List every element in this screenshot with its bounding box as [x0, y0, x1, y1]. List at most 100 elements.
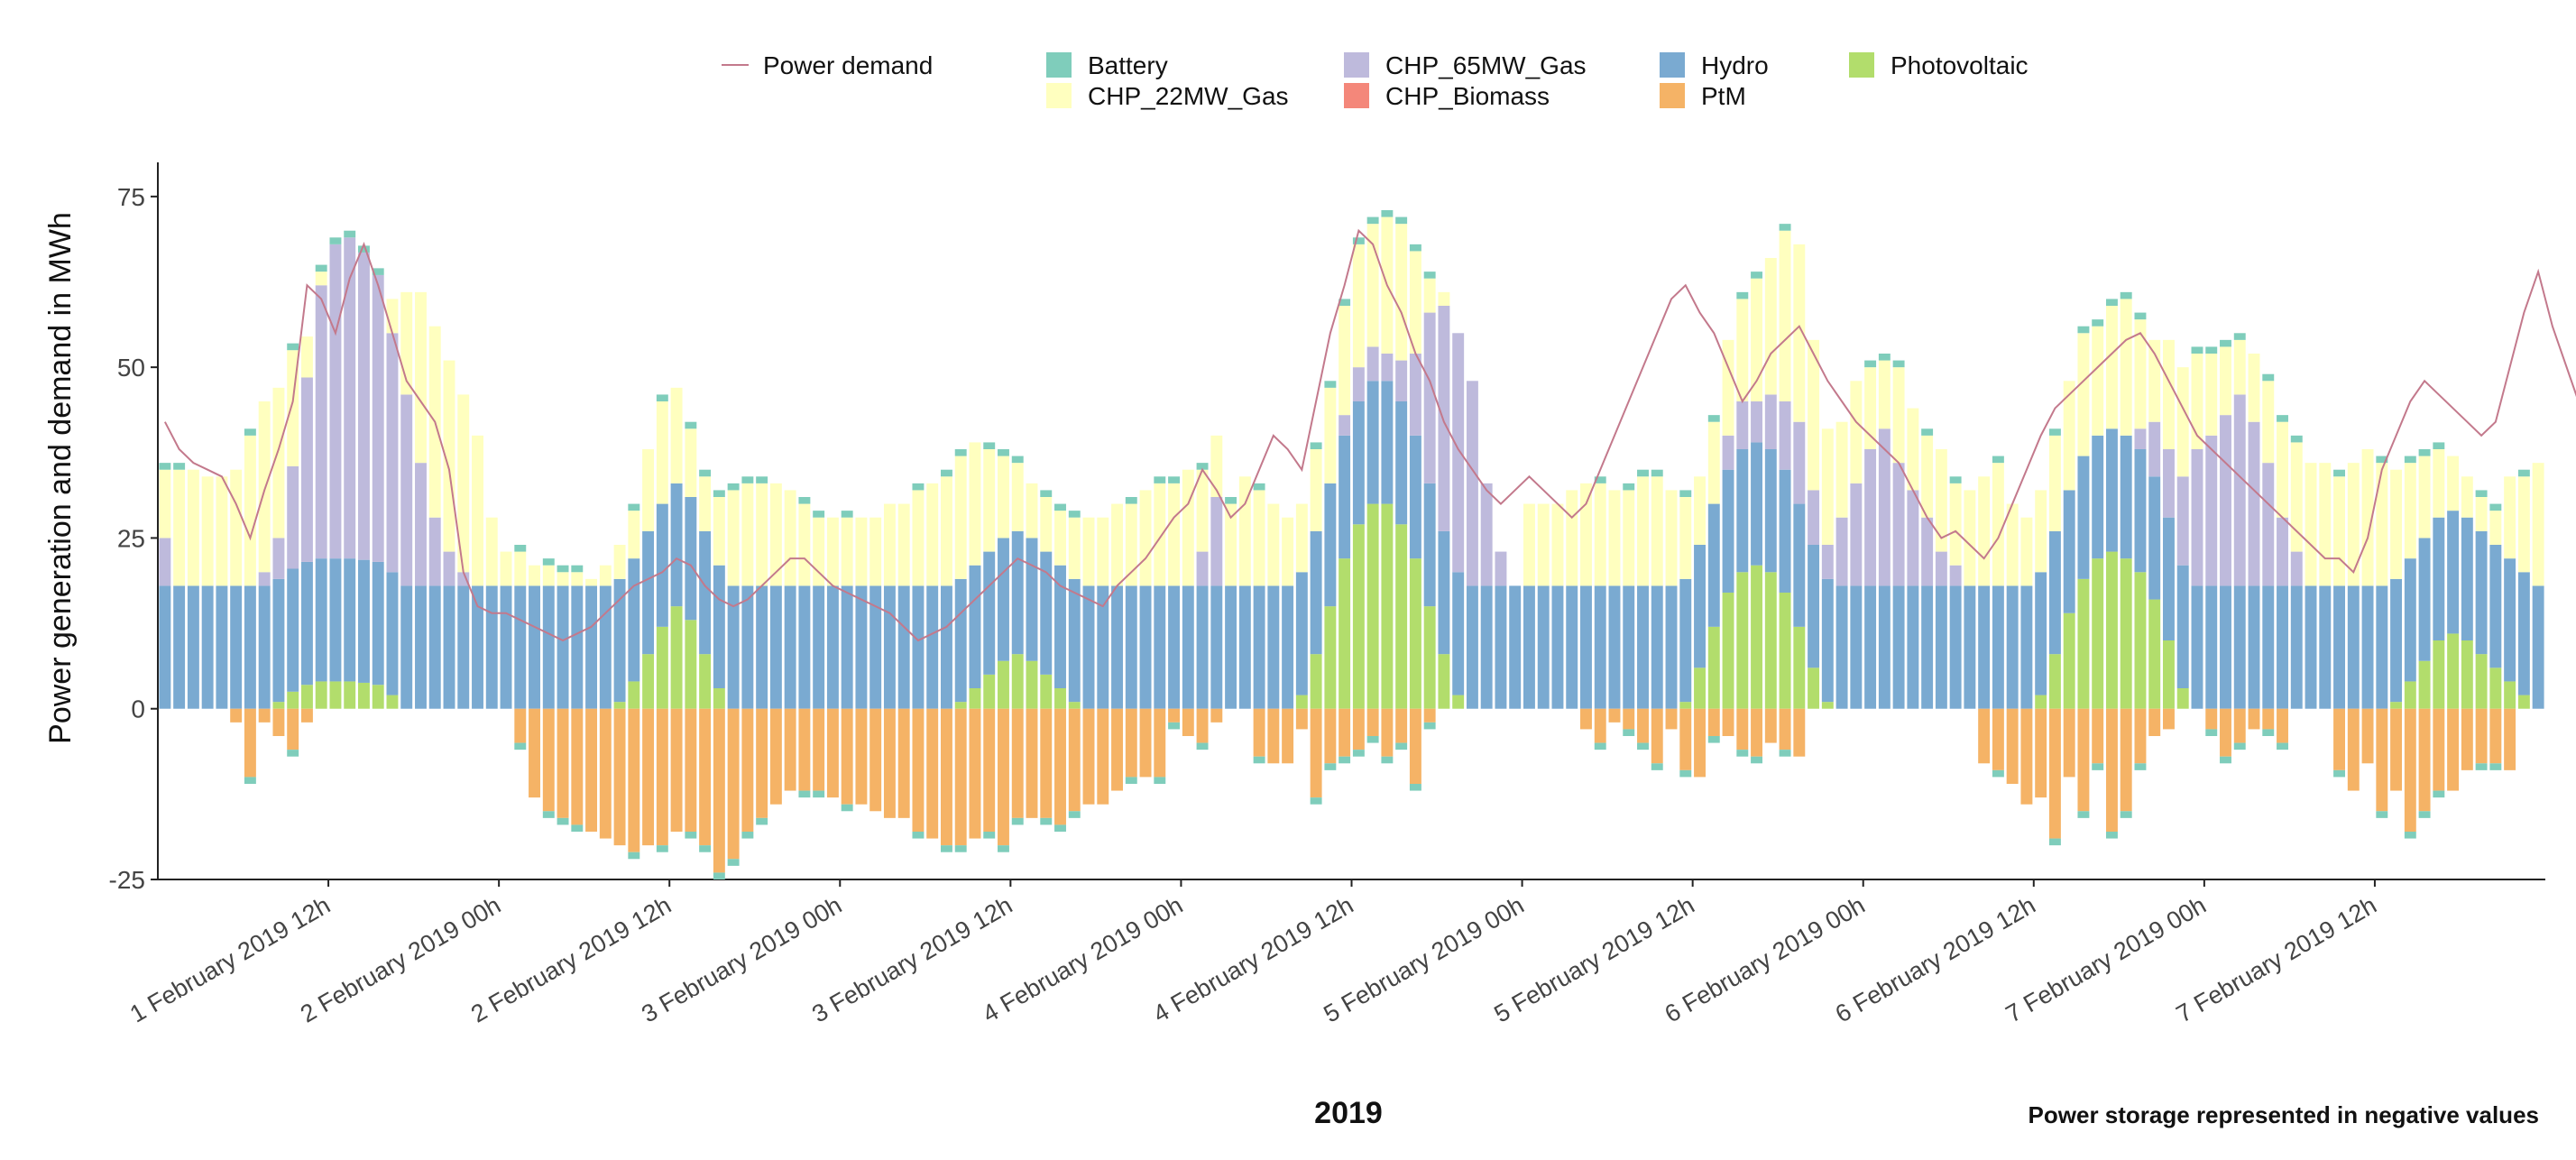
x-axis-title: 2019 — [1314, 1096, 1383, 1130]
bar-battery — [372, 268, 384, 275]
bar-battery — [1992, 769, 2004, 778]
bar-chp-22mw-gas — [656, 401, 668, 504]
bar-photovoltaic — [287, 691, 299, 709]
bar-photovoltaic — [1409, 558, 1421, 709]
bar-battery — [841, 804, 853, 812]
bar-battery — [1409, 244, 1421, 252]
bar-hydro — [941, 585, 952, 709]
bar-chp-22mw-gas — [1097, 517, 1109, 586]
bar-ptm — [1694, 708, 1706, 778]
bar-chp-65mw-gas — [1480, 483, 1493, 586]
bar-hydro — [1594, 585, 1606, 709]
bar-chp-22mw-gas — [2262, 381, 2275, 464]
bar-ptm — [2163, 708, 2175, 730]
bar-battery — [2120, 291, 2132, 299]
bar-photovoltaic — [1310, 654, 1322, 709]
bar-ptm — [1623, 708, 1635, 730]
bar-hydro — [216, 585, 228, 709]
bar-battery — [1423, 272, 1436, 279]
bar-battery — [1623, 729, 1635, 736]
bar-photovoltaic — [2404, 681, 2416, 709]
bar-hydro — [2191, 585, 2203, 709]
demand-line-group — [163, 228, 2576, 642]
bar-hydro — [1637, 585, 1649, 709]
bar-hydro — [2105, 428, 2118, 552]
bar-battery — [727, 483, 740, 491]
bar-photovoltaic — [272, 702, 285, 709]
bar-photovoltaic — [656, 626, 668, 709]
bar-chp-22mw-gas — [1835, 421, 1848, 518]
bar-hydro — [1509, 585, 1522, 709]
bar-photovoltaic — [372, 685, 384, 709]
bar-chp-65mw-gas — [1821, 545, 1834, 579]
bar-hydro — [628, 558, 640, 682]
bar-chp-22mw-gas — [1665, 490, 1678, 586]
bar-hydro — [1267, 585, 1280, 709]
bar-photovoltaic — [315, 681, 327, 709]
bar-hydro — [642, 530, 655, 655]
bar-hydro — [1978, 585, 1991, 709]
bar-hydro — [2390, 578, 2403, 703]
demand-line — [163, 228, 2576, 642]
bar-battery — [798, 497, 811, 504]
bar-ptm — [514, 708, 527, 743]
bar-hydro — [2120, 435, 2132, 559]
bar-battery — [2517, 469, 2530, 477]
bar-chp-22mw-gas — [1779, 230, 1791, 401]
bar-battery — [1864, 360, 1877, 368]
bar-battery — [1779, 750, 1791, 757]
bar-photovoltaic — [2418, 660, 2431, 709]
bar-chp-22mw-gas — [2205, 354, 2218, 436]
bar-chp-65mw-gas — [1409, 354, 1421, 436]
bar-hydro — [826, 585, 839, 709]
bar-battery — [542, 811, 555, 818]
bar-ptm — [813, 708, 825, 791]
bar-hydro — [1466, 585, 1478, 709]
bar-battery — [344, 230, 356, 238]
bar-chp-22mw-gas — [201, 476, 214, 586]
bar-ptm — [869, 708, 882, 812]
bar-battery — [1310, 797, 1322, 805]
bar-chp-22mw-gas — [2319, 463, 2332, 586]
bar-chp-22mw-gas — [1295, 503, 1308, 573]
bar-chp-65mw-gas — [159, 538, 171, 586]
bar-hydro — [998, 538, 1009, 661]
bar-hydro — [1225, 585, 1237, 709]
bar-hydro — [472, 585, 483, 709]
bar-hydro — [1779, 469, 1791, 593]
bar-ptm — [1637, 708, 1649, 743]
bar-hydro — [329, 558, 342, 682]
bar-photovoltaic — [1324, 606, 1337, 709]
bar-battery — [1324, 381, 1337, 388]
legend-swatch-hydro — [1660, 52, 1685, 78]
bar-ptm — [613, 708, 626, 846]
bar-hydro — [2020, 585, 2033, 709]
bar-battery — [1154, 777, 1166, 784]
bar-battery — [954, 449, 967, 456]
bar-battery — [2077, 326, 2090, 334]
bar-chp-65mw-gas — [2148, 421, 2161, 477]
bar-chp-22mw-gas — [769, 483, 782, 586]
bar-chp-22mw-gas — [244, 435, 256, 586]
bar-ptm — [1665, 708, 1678, 730]
bar-ptm — [557, 708, 569, 818]
bar-hydro — [2248, 585, 2260, 709]
bars — [159, 210, 2544, 879]
bar-hydro — [1339, 435, 1351, 559]
bar-hydro — [1054, 565, 1066, 688]
bar-ptm — [1054, 708, 1066, 825]
bar-battery — [998, 449, 1009, 456]
bar-hydro — [1310, 530, 1322, 655]
bar-battery — [941, 845, 952, 852]
bar-chp-65mw-gas — [1892, 463, 1905, 586]
bar-chp-22mw-gas — [2433, 449, 2445, 518]
bar-chp-22mw-gas — [1949, 483, 1962, 566]
bar-photovoltaic — [613, 702, 626, 709]
bar-chp-22mw-gas — [485, 517, 498, 586]
bar-hydro — [2418, 538, 2431, 661]
bar-chp-22mw-gas — [1238, 476, 1251, 586]
bar-battery — [1736, 291, 1749, 299]
bar-hydro — [1921, 585, 1934, 709]
bar-photovoltaic — [2390, 702, 2403, 709]
